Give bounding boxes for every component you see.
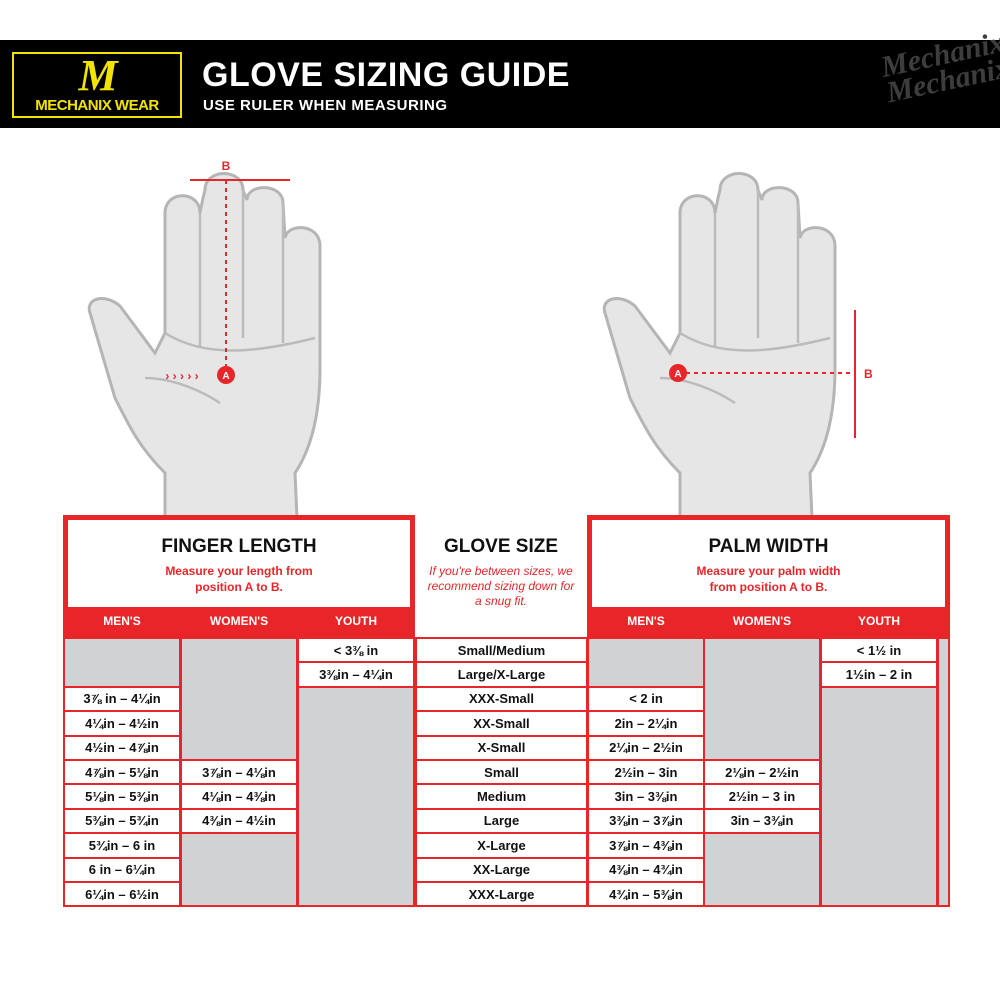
palm-width-instruction: Measure your palm width from position A … bbox=[696, 564, 841, 594]
finger-length-column-header: WOMEN'S bbox=[209, 614, 269, 628]
palm-width-title: PALM WIDTH bbox=[708, 536, 829, 557]
chevron-arrows-icon: › › › › › bbox=[165, 369, 198, 383]
finger-length-cell: 4⅜in – 4½in bbox=[180, 807, 298, 835]
palm-width-cell: 4¾in – 5⅜in bbox=[587, 881, 705, 908]
logo-text: MECHANIX WEAR bbox=[35, 97, 159, 114]
finger-length-box: FINGER LENGTH Measure your length from p… bbox=[63, 515, 415, 612]
palm-width-cell: < 1½ in bbox=[820, 637, 938, 664]
glove-size-note: If you're between sizes, we recommend si… bbox=[427, 564, 575, 608]
empty-cell bbox=[820, 685, 938, 908]
palm-width-cell: 3in – 3⅜in bbox=[587, 783, 705, 810]
finger-length-column-header: MEN'S bbox=[103, 614, 141, 628]
finger-length-cell: 6¼in – 6½in bbox=[63, 881, 181, 908]
palm-point-a bbox=[669, 364, 687, 382]
empty-cell bbox=[180, 637, 298, 761]
empty-cell bbox=[297, 685, 415, 908]
finger-length-cell: 3⅞in – 4⅛in bbox=[180, 759, 298, 786]
finger-length-cell: 3⅞ in – 4¼in bbox=[63, 685, 181, 713]
glove-size-cell: Large/X-Large bbox=[415, 661, 588, 688]
hand-diagrams: B › › › › › A A B bbox=[87, 159, 873, 518]
right-hand-palm bbox=[602, 172, 837, 518]
palm-width-cell: 1½in – 2 in bbox=[820, 661, 938, 688]
finger-length-cell: 4½in – 4⅞in bbox=[63, 734, 181, 761]
palm-label-a: A bbox=[674, 369, 681, 380]
empty-cell bbox=[703, 832, 821, 908]
glove-size-cell: XX-Small bbox=[415, 710, 588, 737]
finger-label-a: A bbox=[222, 371, 229, 382]
finger-length-cell: < 3⅜ in bbox=[297, 637, 415, 664]
empty-cell bbox=[180, 832, 298, 908]
finger-length-cell: 5⅛in – 5⅜in bbox=[63, 783, 181, 810]
glove-size-header: GLOVE SIZE If you're between sizes, we r… bbox=[415, 515, 587, 609]
finger-label-b: B bbox=[222, 159, 231, 173]
palm-width-cell: 3⅜in – 3⅞in bbox=[587, 807, 705, 835]
mechanix-logo: M MECHANIX WEAR bbox=[12, 52, 182, 118]
logo-m-mark: M bbox=[78, 51, 117, 100]
finger-point-a bbox=[217, 366, 235, 384]
glove-size-cell: XXX-Large bbox=[415, 881, 588, 908]
finger-length-cell: 4⅛in – 4⅜in bbox=[180, 783, 298, 810]
palm-width-cell: 2½in – 3 in bbox=[703, 783, 821, 810]
palm-label-b: B bbox=[864, 367, 873, 381]
palm-width-cell: 3⅞in – 4⅜in bbox=[587, 832, 705, 859]
palm-width-cell: 3in – 3⅜in bbox=[703, 807, 821, 835]
glove-size-cell: XX-Large bbox=[415, 856, 588, 883]
finger-length-instruction: Measure your length from position A to B… bbox=[165, 564, 313, 594]
palm-width-cell: 2⅛in – 2½in bbox=[703, 759, 821, 786]
glove-size-cell: XXX-Small bbox=[415, 685, 588, 713]
glove-size-cell: Medium bbox=[415, 783, 588, 810]
palm-width-cell: 2½in – 3in bbox=[587, 759, 705, 786]
glove-size-cell: X-Large bbox=[415, 832, 588, 859]
glove-size-cell: X-Small bbox=[415, 734, 588, 761]
page-title: GLOVE SIZING GUIDE bbox=[202, 56, 570, 94]
palm-width-column-header: MEN'S bbox=[627, 614, 665, 628]
finger-length-cell: 5⅜in – 5¾in bbox=[63, 807, 181, 835]
glove-size-cell: Small bbox=[415, 759, 588, 786]
palm-width-column-header: YOUTH bbox=[858, 614, 900, 628]
glove-size-title: GLOVE SIZE bbox=[443, 536, 559, 557]
watermark: Mechanix Mechanix bbox=[878, 25, 1000, 110]
empty-cell bbox=[703, 637, 821, 761]
glove-size-cell: Small/Medium bbox=[415, 637, 588, 664]
finger-length-cell: 6 in – 6¼in bbox=[63, 856, 181, 883]
finger-length-column-header: YOUTH bbox=[335, 614, 377, 628]
palm-header-band bbox=[587, 610, 950, 637]
glove-size-cell: Large bbox=[415, 807, 588, 835]
header-banner: M MECHANIX WEAR GLOVE SIZING GUIDE USE R… bbox=[0, 26, 1000, 128]
empty-cell bbox=[587, 637, 705, 688]
page-subtitle: USE RULER WHEN MEASURING bbox=[203, 97, 448, 114]
finger-length-cell: 3⅜in – 4¼in bbox=[297, 661, 415, 688]
left-hand-palm bbox=[87, 172, 322, 518]
palm-width-cell: 4⅜in – 4¾in bbox=[587, 856, 705, 883]
empty-cell bbox=[63, 637, 181, 688]
palm-width-column-header: WOMEN'S bbox=[732, 614, 792, 628]
finger-length-cell: 4⅞in – 5⅛in bbox=[63, 759, 181, 786]
palm-width-box: PALM WIDTH Measure your palm width from … bbox=[587, 515, 950, 612]
palm-width-cell: < 2 in bbox=[587, 685, 705, 713]
table-edge bbox=[937, 637, 950, 908]
finger-header-band bbox=[63, 610, 415, 637]
palm-width-cell: 2in – 2¼in bbox=[587, 710, 705, 737]
finger-length-title: FINGER LENGTH bbox=[161, 536, 317, 557]
finger-length-cell: 4¼in – 4½in bbox=[63, 710, 181, 737]
palm-width-cell: 2¼in – 2½in bbox=[587, 734, 705, 761]
finger-length-cell: 5¾in – 6 in bbox=[63, 832, 181, 859]
